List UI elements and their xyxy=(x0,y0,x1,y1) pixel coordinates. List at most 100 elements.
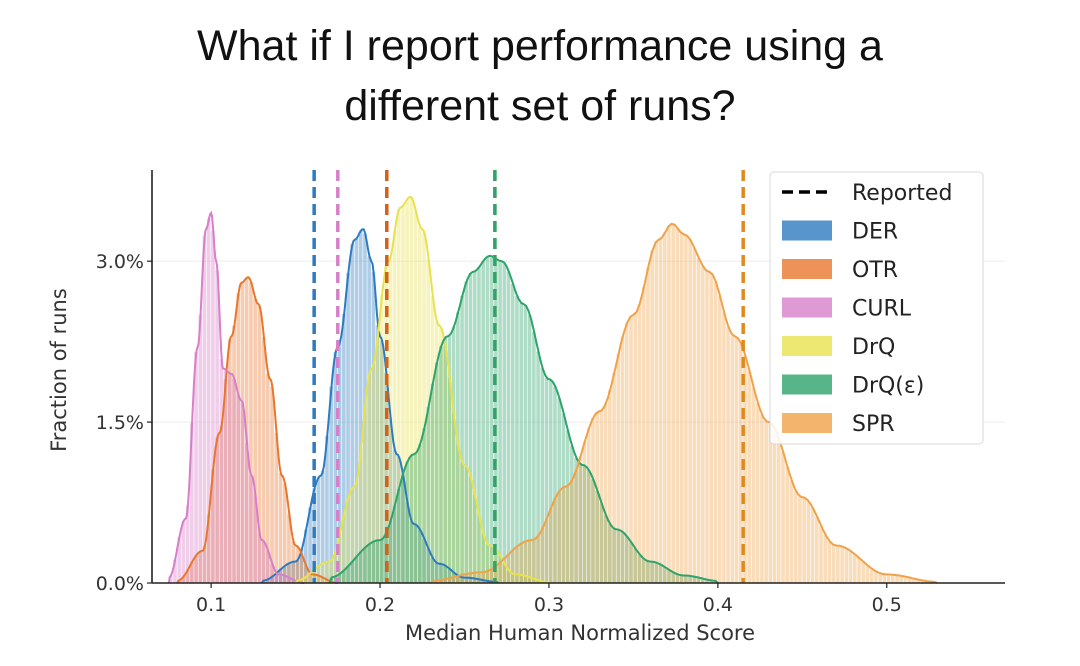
hist-bar xyxy=(333,550,338,583)
hist-bar xyxy=(882,574,887,583)
hist-bar xyxy=(375,335,380,583)
hist-bar xyxy=(498,556,502,583)
hist-bar xyxy=(603,515,608,583)
hist-bar xyxy=(561,486,566,583)
hist-bar xyxy=(688,239,692,583)
hist-bar xyxy=(392,231,397,583)
hist-bar xyxy=(295,560,300,583)
hist-bar xyxy=(793,490,798,583)
hist-bar xyxy=(282,565,287,583)
hist-bar xyxy=(447,335,452,583)
hist-bar xyxy=(726,326,730,583)
hist-bar xyxy=(367,372,371,583)
hist-bar xyxy=(477,515,481,583)
legend-swatch xyxy=(782,336,832,356)
hist-bar xyxy=(232,379,236,583)
hist-bar xyxy=(456,575,460,583)
hist-bar xyxy=(274,432,279,583)
hist-bar xyxy=(282,483,287,583)
hist-bar xyxy=(266,373,270,583)
hist-bar xyxy=(198,314,203,583)
hist-bar xyxy=(523,305,528,583)
hist-bar xyxy=(295,546,300,583)
hist-bar xyxy=(519,543,524,583)
hist-bar xyxy=(705,271,709,583)
hist-bar xyxy=(536,580,540,583)
hist-bar xyxy=(591,417,595,583)
density-curves xyxy=(167,195,938,584)
hist-bar xyxy=(447,568,452,583)
hist-bar xyxy=(168,575,173,583)
hist-bar xyxy=(903,576,908,583)
hist-bar xyxy=(316,575,321,583)
hist-bar xyxy=(244,443,249,583)
hist-bar xyxy=(401,473,405,583)
hist-bar xyxy=(696,577,701,583)
hist-bar xyxy=(333,351,338,583)
hist-bar xyxy=(675,574,680,583)
hist-bar xyxy=(350,487,355,583)
hist-bar xyxy=(886,574,891,583)
hist-bar xyxy=(472,494,477,583)
hist-bar xyxy=(287,577,291,583)
hist-bar xyxy=(641,558,646,583)
hist-bar xyxy=(434,321,439,583)
hist-bar xyxy=(354,481,359,583)
x-tick-label: 0.1 xyxy=(196,594,226,616)
legend-label: DER xyxy=(852,220,898,245)
hist-bar xyxy=(177,536,181,583)
hist-bar xyxy=(418,444,422,583)
hist-bar xyxy=(827,541,832,583)
hist-bar xyxy=(380,539,384,583)
hist-bar xyxy=(899,575,904,583)
hist-bar xyxy=(443,579,447,583)
hist-bar xyxy=(177,580,181,583)
hist-bar xyxy=(270,563,274,583)
hist-bar xyxy=(468,476,473,583)
hist-bar xyxy=(582,441,587,583)
hist-bar xyxy=(532,331,536,583)
hist-bar xyxy=(494,258,498,583)
hist-bar xyxy=(287,563,291,583)
hist-bar xyxy=(798,496,802,583)
hist-bar xyxy=(413,211,418,583)
hist-bar xyxy=(612,528,616,583)
hist-bar xyxy=(358,450,363,583)
hist-bar xyxy=(494,565,498,583)
hist-bar xyxy=(426,258,431,583)
hist-bar xyxy=(333,576,338,583)
hist-bar xyxy=(595,490,600,583)
hist-bar xyxy=(426,406,431,583)
hist-bar xyxy=(308,573,312,583)
hist-bar xyxy=(675,228,680,583)
hist-bar xyxy=(502,563,507,583)
hist-bar xyxy=(553,386,557,583)
hist-bar xyxy=(278,574,283,583)
hist-bar xyxy=(274,573,279,583)
hist-bar xyxy=(223,379,228,583)
hist-bar xyxy=(519,303,524,583)
hist-bar xyxy=(396,209,401,583)
hist-bar xyxy=(481,533,485,583)
hist-bar xyxy=(456,444,460,583)
hist-spr xyxy=(430,223,937,584)
hist-bar xyxy=(654,562,659,583)
hist-bar xyxy=(320,577,325,583)
hist-bar xyxy=(709,273,714,583)
hist-bar xyxy=(299,554,304,583)
hist-bar xyxy=(823,534,828,583)
hist-bar xyxy=(705,579,709,583)
hist-bar xyxy=(658,564,663,583)
y-tick-label: 0.0% xyxy=(96,573,144,595)
hist-bar xyxy=(409,521,414,583)
hist-bar xyxy=(477,266,481,583)
chart-title-line-1: What if I report performance using a xyxy=(197,22,883,70)
hist-bar xyxy=(768,422,773,583)
hist-bar xyxy=(519,575,524,583)
hist-bar xyxy=(367,256,371,583)
hist-bar xyxy=(912,578,916,583)
hist-bar xyxy=(599,410,604,583)
hist-bar xyxy=(418,529,422,583)
hist-bar xyxy=(477,579,481,583)
hist-bar xyxy=(472,271,477,583)
